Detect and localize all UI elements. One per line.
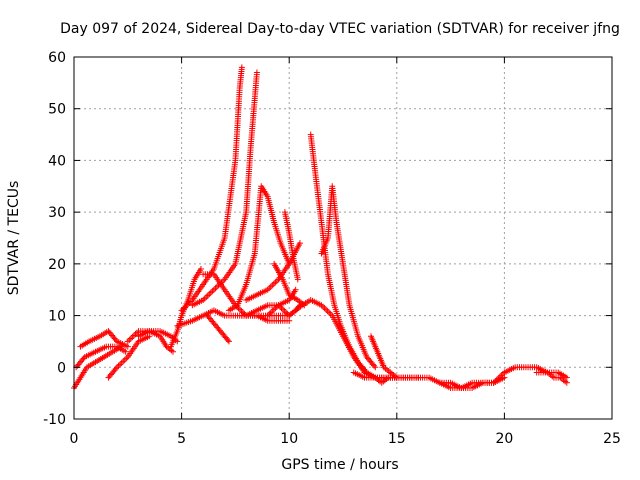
series-arc-18 [281, 209, 301, 283]
data-point [324, 308, 331, 315]
x-axis-label: GPS time / hours [281, 457, 398, 473]
data-point [323, 306, 330, 313]
data-point [112, 365, 119, 372]
data-point [372, 364, 379, 371]
series-arc-4 [105, 333, 153, 381]
data-point [206, 291, 213, 298]
data-point [241, 311, 248, 318]
data-point [80, 355, 87, 362]
chart-title: Day 097 of 2024, Sidereal Day-to-day VTE… [60, 21, 620, 37]
series-arc-10 [189, 69, 260, 309]
data-point [286, 317, 293, 324]
data-point [224, 337, 231, 344]
data-point [267, 283, 274, 290]
data-point [129, 333, 136, 340]
data-point [272, 305, 279, 312]
data-point [267, 309, 274, 316]
series-arc-13 [225, 183, 293, 314]
data-point [225, 338, 232, 345]
data-point [197, 266, 204, 273]
x-tick-label: 5 [177, 431, 186, 447]
data-point [326, 309, 333, 316]
data-point [501, 374, 508, 381]
y-tick-label: 40 [48, 153, 66, 169]
data-point [123, 355, 130, 362]
data-point [146, 333, 153, 340]
data-point [210, 286, 217, 293]
data-point [212, 285, 219, 292]
plot-frame [73, 56, 613, 420]
series-arc-6 [135, 328, 181, 345]
data-point [280, 306, 287, 313]
series-arc-23 [367, 333, 400, 381]
x-tick-label: 10 [280, 431, 298, 447]
data-point [121, 356, 128, 363]
x-tick-label: 0 [70, 431, 79, 447]
x-tick-label: 20 [495, 431, 513, 447]
data-point [362, 367, 369, 374]
y-tick-label: 10 [48, 309, 66, 325]
data-point [321, 305, 328, 312]
data-point [393, 374, 400, 381]
data-point [126, 336, 133, 343]
series-arc-11 [200, 271, 293, 319]
data-point [269, 282, 276, 289]
x-tick-label: 25 [603, 431, 621, 447]
y-tick-label: 30 [48, 205, 66, 221]
y-tick-label: 0 [57, 360, 66, 376]
series-arc-7 [167, 266, 204, 350]
data-point [209, 288, 216, 295]
data-point [294, 276, 301, 283]
data-point [117, 361, 124, 368]
y-axis-label: SDTVAR / TECUs [6, 181, 22, 296]
data-point [127, 335, 134, 342]
series-arc-21 [318, 183, 379, 371]
data-point [115, 362, 122, 369]
data-point [270, 280, 277, 287]
data-point [203, 294, 210, 301]
data-point [563, 379, 570, 386]
data-point [292, 286, 299, 293]
series-arc-19 [286, 297, 422, 381]
series-arc-3 [77, 328, 131, 350]
y-tick-label: 20 [48, 257, 66, 273]
data-point [563, 374, 570, 381]
data-point [272, 279, 279, 286]
data-point [122, 348, 129, 355]
y-tick-label: -10 [43, 412, 66, 428]
data-point [134, 329, 141, 336]
grid [74, 57, 612, 419]
series-arc-9 [178, 64, 245, 314]
data-point [118, 359, 125, 366]
data-series [71, 64, 570, 391]
data-point [278, 305, 285, 312]
y-tick-label: 60 [48, 50, 66, 66]
series-arc-22 [350, 369, 422, 386]
data-point [273, 277, 280, 284]
data-point [253, 69, 260, 76]
data-point [371, 362, 378, 369]
data-point [120, 358, 127, 365]
x-tick-label: 15 [388, 431, 406, 447]
data-point [296, 240, 303, 247]
data-point [112, 336, 119, 343]
data-point [204, 292, 211, 299]
series-arc-27 [533, 369, 570, 386]
data-point [266, 311, 273, 318]
data-point [174, 338, 181, 345]
data-point [238, 64, 245, 71]
data-point [130, 332, 137, 339]
data-point [124, 343, 131, 350]
data-point [169, 348, 176, 355]
series-arc-12 [204, 312, 232, 345]
y-tick-label: 50 [48, 102, 66, 118]
data-point [207, 289, 214, 296]
